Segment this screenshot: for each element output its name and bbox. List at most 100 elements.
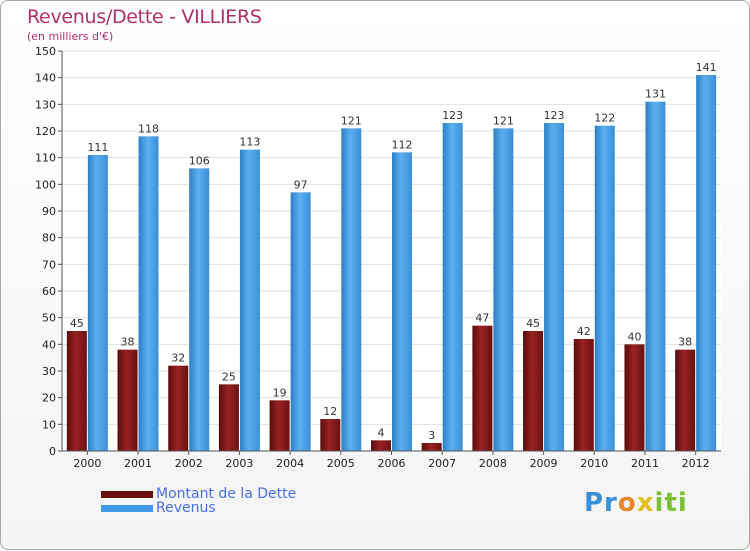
bar-revenue bbox=[239, 149, 260, 451]
data-label-revenue: 123 bbox=[544, 109, 565, 122]
proxiti-logo: Proxiti bbox=[584, 488, 688, 518]
bar-revenue bbox=[341, 128, 362, 451]
y-tick-label: 70 bbox=[42, 258, 56, 271]
bar-revenue bbox=[189, 168, 210, 452]
logo-part-1: Pr bbox=[584, 488, 618, 518]
data-label-revenue: 131 bbox=[645, 88, 666, 101]
y-tick-label: 20 bbox=[42, 392, 56, 405]
labels-layer: 45 111 38 118 32 106 25 113 19 97 12 121 4 112 3 123 47 1… bbox=[70, 61, 717, 442]
data-label-debt: 38 bbox=[121, 336, 135, 349]
logo-part-2: o bbox=[617, 488, 637, 518]
data-label-revenue: 122 bbox=[594, 112, 615, 125]
x-tick-label: 2012 bbox=[682, 457, 710, 470]
legend-swatch-revenue bbox=[101, 504, 153, 512]
data-label-debt: 45 bbox=[526, 317, 540, 330]
bar-revenue bbox=[645, 101, 666, 452]
legend-item-revenue: Revenus bbox=[101, 500, 296, 516]
y-tick-label: 10 bbox=[42, 418, 56, 431]
data-label-debt: 25 bbox=[222, 370, 236, 383]
bar-revenue bbox=[594, 125, 615, 452]
y-tick-label: 30 bbox=[42, 365, 56, 378]
y-tick-label: 0 bbox=[49, 445, 56, 458]
chart-subtitle: (en milliers d'€) bbox=[27, 30, 114, 43]
bar-revenue bbox=[696, 75, 717, 451]
y-tick-label: 80 bbox=[42, 232, 56, 245]
y-tick-label: 60 bbox=[42, 285, 56, 298]
x-tick-label: 2004 bbox=[276, 457, 304, 470]
data-label-revenue: 112 bbox=[392, 138, 413, 151]
legend: Montant de la Dette Revenus bbox=[101, 486, 297, 516]
x-tick-label: 2005 bbox=[327, 457, 355, 470]
x-tick-label: 2010 bbox=[580, 457, 608, 470]
data-label-debt: 45 bbox=[70, 317, 84, 330]
bar-debt bbox=[320, 419, 341, 451]
grid-layer bbox=[62, 50, 721, 452]
x-tick-label: 2001 bbox=[124, 457, 152, 470]
bar-revenue bbox=[290, 192, 311, 452]
data-label-revenue: 141 bbox=[696, 61, 717, 74]
data-label-debt: 38 bbox=[678, 336, 692, 349]
bar-debt bbox=[218, 384, 239, 451]
bar-debt bbox=[624, 344, 645, 451]
y-tick-label: 50 bbox=[42, 312, 56, 325]
y-tick-label: 90 bbox=[42, 205, 56, 218]
logo-part-4: iti bbox=[654, 488, 688, 518]
legend-swatch-debt bbox=[101, 490, 153, 498]
data-label-revenue: 123 bbox=[442, 109, 463, 122]
legend-item-debt: Montant de la Dette bbox=[101, 486, 297, 502]
x-tick-label: 2003 bbox=[225, 457, 253, 470]
bar-revenue bbox=[138, 136, 159, 452]
legend-label-debt: Montant de la Dette bbox=[156, 486, 297, 502]
bar-debt bbox=[675, 349, 696, 451]
bar-revenue bbox=[493, 128, 514, 451]
data-label-debt: 3 bbox=[428, 429, 435, 442]
data-label-debt: 40 bbox=[627, 330, 641, 343]
data-label-revenue: 97 bbox=[294, 178, 308, 191]
bar-debt bbox=[117, 349, 138, 451]
bar-revenue bbox=[442, 123, 463, 451]
x-tick-label: 2009 bbox=[530, 457, 558, 470]
data-label-revenue: 106 bbox=[189, 154, 210, 167]
x-tick-label: 2011 bbox=[631, 457, 659, 470]
data-label-debt: 47 bbox=[475, 312, 489, 325]
bars-layer bbox=[66, 75, 717, 452]
chart-title: Revenus/Dette - VILLIERS bbox=[27, 6, 262, 28]
bar-debt bbox=[168, 365, 189, 451]
bar-debt bbox=[371, 440, 391, 451]
bar-debt bbox=[421, 443, 442, 451]
bar-revenue bbox=[87, 155, 108, 451]
data-label-debt: 42 bbox=[577, 325, 591, 338]
bar-revenue bbox=[392, 152, 412, 452]
y-tick-label: 150 bbox=[35, 45, 56, 58]
y-tick-label: 130 bbox=[35, 98, 56, 111]
logo-part-3: x bbox=[636, 488, 655, 518]
data-label-revenue: 121 bbox=[341, 114, 362, 127]
data-label-revenue: 118 bbox=[138, 122, 159, 135]
y-tick-label: 140 bbox=[35, 72, 56, 85]
plot-area bbox=[62, 51, 721, 451]
x-tick-label: 2002 bbox=[175, 457, 203, 470]
y-tick-label: 100 bbox=[35, 178, 56, 191]
x-tick-label: 2008 bbox=[479, 457, 507, 470]
bar-debt bbox=[573, 339, 594, 451]
data-label-revenue: 113 bbox=[239, 136, 260, 149]
x-tick-label: 2000 bbox=[73, 457, 101, 470]
bar-debt bbox=[66, 331, 87, 451]
data-label-debt: 4 bbox=[378, 426, 385, 439]
y-tick-label: 110 bbox=[35, 152, 56, 165]
data-label-debt: 19 bbox=[273, 386, 287, 399]
axis-layer: 0 10 20 30 40 50 60 70 80 90 100 110 120 130 140 150 200… bbox=[35, 45, 721, 470]
data-label-revenue: 111 bbox=[87, 141, 108, 154]
y-tick-label: 120 bbox=[35, 125, 56, 138]
x-tick-label: 2007 bbox=[428, 457, 456, 470]
legend-label-revenue: Revenus bbox=[156, 500, 216, 516]
data-label-debt: 32 bbox=[171, 352, 185, 365]
bar-revenue bbox=[544, 123, 565, 451]
bar-debt bbox=[472, 325, 493, 451]
bar-debt bbox=[523, 331, 544, 451]
y-tick-label: 40 bbox=[42, 338, 56, 351]
data-label-revenue: 121 bbox=[493, 114, 514, 127]
data-label-debt: 12 bbox=[323, 405, 337, 418]
